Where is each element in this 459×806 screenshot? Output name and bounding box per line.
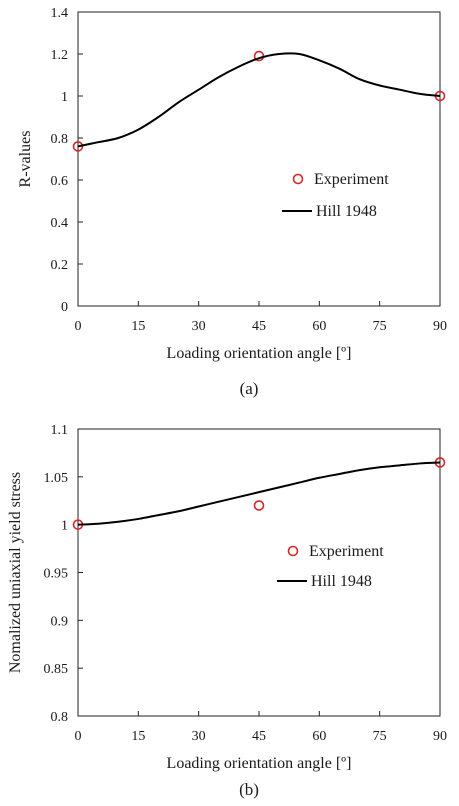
chart-panel-1: 0 15 30 45 60 75 90 0 0.2 0.4 0.6 0.8 1 1.2 1.4 Loading… xyxy=(17,6,447,398)
x-tick-label: 60 xyxy=(312,729,326,744)
series-line-hill-1948 xyxy=(77,52,441,148)
y-axis-label: R-values xyxy=(17,131,34,188)
x-tick-label: 0 xyxy=(75,729,82,744)
x-tick-label: 45 xyxy=(252,729,266,744)
y-tick-label: 0.9 xyxy=(51,614,69,629)
legend: Experiment Hill 1948 xyxy=(277,543,384,590)
legend: Experiment Hill 1948 xyxy=(282,171,389,220)
panel-label: (b) xyxy=(239,780,259,799)
plot-frame xyxy=(77,11,441,307)
y-axis-label: Nomalized uniaxial yield stress xyxy=(7,472,24,673)
x-tick-label: 60 xyxy=(312,319,326,334)
x-tick-label: 15 xyxy=(131,729,145,744)
x-tick-label: 30 xyxy=(192,319,206,334)
plot-frame xyxy=(77,428,441,717)
y-tick-label: 1 xyxy=(61,90,68,105)
y-tick-label: 1 xyxy=(61,519,68,534)
x-tick-label: 90 xyxy=(433,319,447,334)
y-tick-label: 0.85 xyxy=(44,662,69,677)
legend-label-hill-1948: Hill 1948 xyxy=(311,573,372,590)
x-axis-label: Loading orientation angle [º] xyxy=(167,345,352,362)
y-tick-label: 0.8 xyxy=(51,132,69,147)
y-tick-label: 1.2 xyxy=(51,48,69,63)
y-tick-label: 0 xyxy=(61,300,68,315)
y-tick-label: 0.8 xyxy=(51,710,69,725)
x-tick-label: 15 xyxy=(131,319,145,334)
y-tick-label: 0.6 xyxy=(51,174,69,189)
legend-marker-experiment xyxy=(287,545,299,557)
legend-label-experiment: Experiment xyxy=(309,543,384,560)
legend-label-experiment: Experiment xyxy=(314,171,389,188)
y-tick-label: 1.1 xyxy=(51,423,69,438)
chart-panel-2: 0 15 30 45 60 75 90 0.8 0.85 0.9 0.95 1 1.05 1.1 Loadi… xyxy=(7,423,447,799)
x-tick-label: 45 xyxy=(252,319,266,334)
x-tick-label: 90 xyxy=(433,729,447,744)
x-tick-label: 30 xyxy=(192,729,206,744)
y-tick-label: 0.4 xyxy=(51,216,69,231)
x-axis-label: Loading orientation angle [º] xyxy=(167,755,352,772)
y-tick-label: 0.95 xyxy=(44,567,69,582)
x-tick-label: 0 xyxy=(75,319,82,334)
legend-marker-experiment xyxy=(292,173,304,185)
y-tick-label: 1.05 xyxy=(44,471,69,486)
panel-label: (a) xyxy=(240,379,259,398)
x-tick-label: 75 xyxy=(373,729,387,744)
x-tick-label: 75 xyxy=(373,319,387,334)
series-line-hill-1948 xyxy=(77,461,441,526)
data-point-experiment xyxy=(253,500,265,511)
legend-label-hill-1948: Hill 1948 xyxy=(316,203,377,220)
y-tick-label: 0.2 xyxy=(51,258,69,273)
y-tick-label: 1.4 xyxy=(51,6,69,21)
